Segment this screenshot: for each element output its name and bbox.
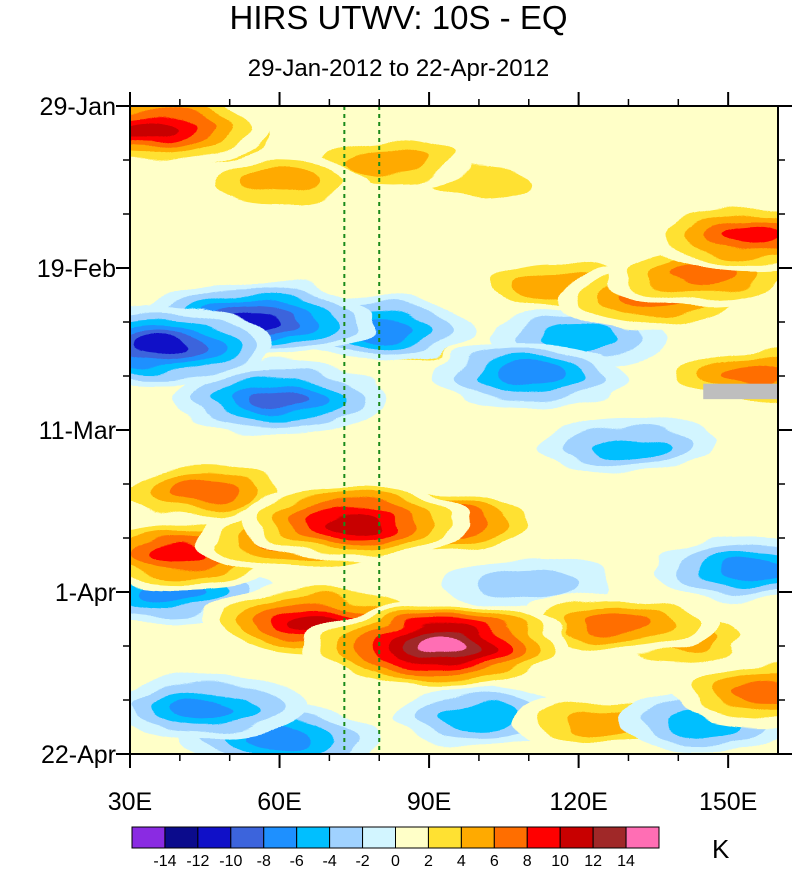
axis-ticks <box>116 92 792 768</box>
anomaly-blob <box>305 602 574 690</box>
anomaly-contour <box>722 227 778 248</box>
colorbar-label: 10 <box>551 853 569 869</box>
anomaly-blob <box>430 344 627 408</box>
colorbar-segment <box>427 826 462 849</box>
anomaly-blob <box>172 364 387 435</box>
colorbar-segment <box>592 826 627 849</box>
y-tick-label: 22-Apr <box>41 741 116 769</box>
anomaly-contour <box>733 681 778 704</box>
anomaly-contour <box>719 364 778 388</box>
anomaly-blob <box>130 307 276 384</box>
anomaly-contour <box>719 557 778 580</box>
anomaly-field <box>130 106 778 754</box>
x-tick-label: 60E <box>257 788 301 816</box>
colorbar-label: -14 <box>153 853 176 869</box>
colorbar-label: 14 <box>617 853 635 869</box>
colorbar-segment <box>329 826 364 849</box>
colorbar-label: -2 <box>355 853 369 869</box>
colorbar-segment <box>625 826 660 849</box>
anomaly-blob <box>670 660 778 725</box>
colorbar-segment <box>559 826 594 849</box>
x-tick-label: 150E <box>699 788 757 816</box>
colorbar-label: -8 <box>257 853 271 869</box>
anomaly-contour <box>349 147 429 173</box>
colorbar-segment <box>164 826 199 849</box>
colorbar-label: -10 <box>219 853 242 869</box>
colorbar-segment <box>230 826 265 849</box>
x-tick-label: 90E <box>407 788 451 816</box>
anomaly-blob <box>130 106 266 168</box>
colorbar-label: 6 <box>490 853 499 869</box>
colorbar-label: 8 <box>523 853 532 869</box>
colorbar-segment <box>362 826 396 849</box>
colorbar-segment <box>493 826 528 849</box>
anomaly-contour <box>439 702 519 729</box>
colorbar-label: -6 <box>290 853 304 869</box>
anomaly-contour <box>131 335 189 355</box>
colorbar-label: 12 <box>584 853 602 869</box>
colorbar-label: -4 <box>323 853 337 869</box>
colorbar-segment <box>395 826 429 849</box>
colorbar-label: 2 <box>424 853 433 869</box>
anomaly-contour <box>584 611 653 634</box>
anomaly-blob <box>646 202 778 273</box>
colorbar-segment <box>296 826 331 849</box>
anomaly-contour <box>539 324 619 351</box>
anomaly-blob <box>539 416 718 475</box>
colorbar-segment <box>131 826 166 849</box>
colorbar-segment <box>263 826 298 849</box>
colorbar-segment <box>526 826 561 849</box>
chart-title: HIRS UTWV: 10S - EQ <box>229 0 568 36</box>
anomaly-contour <box>239 170 320 197</box>
chart-subtitle: 29-Jan-2012 to 22-Apr-2012 <box>247 55 550 82</box>
anomaly-contour <box>170 696 239 719</box>
colorbar: -14 -12 -10 -8 -6 -4 -2 0 2 4 6 8 10 12 14 <box>131 826 660 869</box>
anomaly-contour <box>326 513 383 532</box>
missing-data-patch <box>703 383 778 400</box>
x-tick-label: 30E <box>108 788 152 816</box>
x-tick-label: 120E <box>549 788 607 816</box>
anomaly-blob <box>238 484 471 561</box>
y-tick-label: 19-Feb <box>37 255 116 283</box>
anomaly-contour <box>588 432 669 459</box>
colorbar-segment <box>197 826 232 849</box>
colorbar-label: 0 <box>391 853 400 869</box>
axis-labels: 30E 60E 90E 120E 150E 29-Jan 19-Feb 11-Mar 1-Apr… <box>37 93 758 816</box>
anomaly-contour <box>170 480 239 503</box>
anomaly-blob <box>190 154 369 213</box>
colorbar-label: -12 <box>186 853 209 869</box>
plot-area <box>130 106 778 754</box>
colorbar-label: 4 <box>457 853 466 869</box>
y-tick-label: 1-Apr <box>55 579 116 607</box>
anomaly-contour <box>248 389 311 410</box>
anomaly-contour <box>494 364 563 388</box>
y-tick-label: 29-Jan <box>40 93 116 121</box>
anomaly-blob <box>655 536 778 601</box>
y-tick-label: 11-Mar <box>39 417 116 445</box>
anomaly-contour <box>149 543 211 564</box>
anomaly-blob <box>130 675 303 740</box>
anomaly-contour <box>414 637 464 655</box>
anomaly-contour <box>479 568 578 601</box>
colorbar-segment <box>460 826 495 849</box>
colorbar-units-label: K <box>712 834 730 864</box>
anomaly-contour <box>130 119 179 139</box>
